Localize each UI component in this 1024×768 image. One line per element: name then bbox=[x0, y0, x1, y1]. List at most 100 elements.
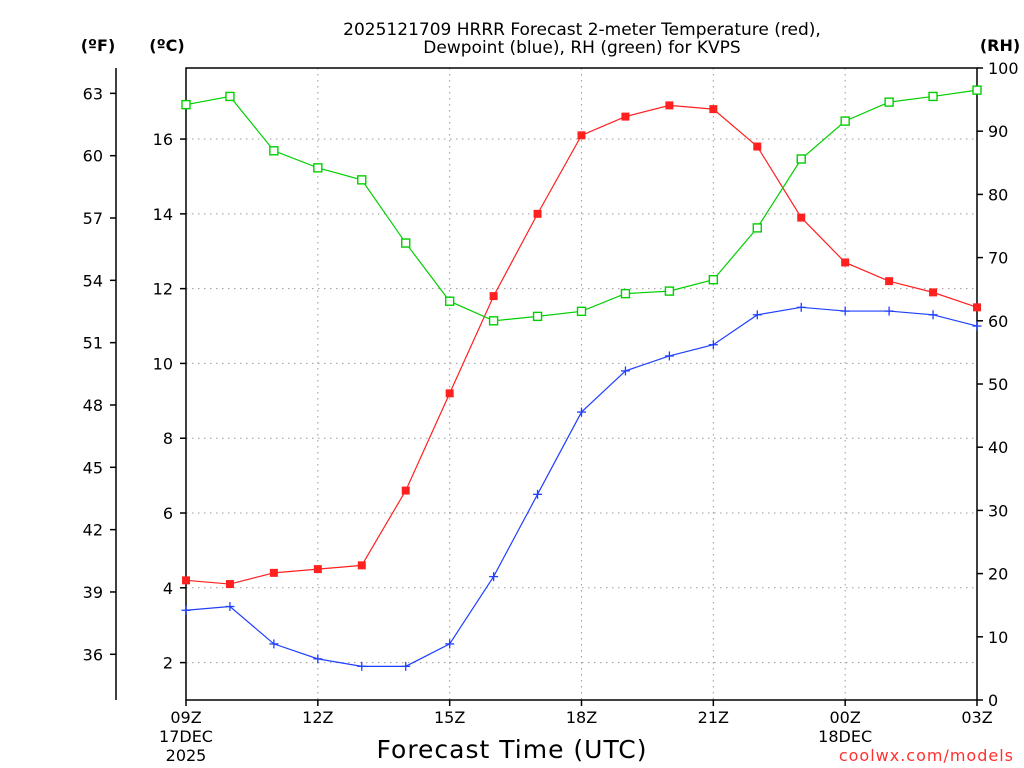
celsius-tick-label: 16 bbox=[153, 130, 173, 149]
chart-title-line-1: 2025121709 HRRR Forecast 2-meter Tempera… bbox=[343, 20, 821, 40]
dewpoint-point bbox=[445, 639, 455, 649]
x-tick-label: 00Z bbox=[830, 708, 861, 727]
fahrenheit-tick-label: 51 bbox=[83, 334, 103, 353]
rh-point bbox=[620, 288, 631, 299]
celsius-axis-unit: (ºC) bbox=[149, 36, 184, 55]
rh-point bbox=[972, 85, 982, 95]
dewpoint-point bbox=[620, 366, 630, 376]
fahrenheit-tick-label: 48 bbox=[83, 396, 103, 415]
temperature-point bbox=[929, 288, 938, 297]
dewpoint-point bbox=[313, 654, 323, 664]
dewpoint-point bbox=[269, 639, 279, 649]
x-axis-label: Forecast Time (UTC) bbox=[377, 735, 648, 764]
dewpoint-point bbox=[181, 605, 191, 615]
rh-axis-unit: (RH) bbox=[980, 36, 1020, 55]
x-tick-label: 09Z bbox=[170, 708, 201, 727]
series-layer bbox=[181, 85, 982, 671]
fahrenheit-tick-label: 57 bbox=[83, 209, 103, 228]
series-dewpoint bbox=[181, 302, 982, 671]
x-tick-label: 03Z bbox=[961, 708, 992, 727]
temperature-point bbox=[313, 565, 322, 574]
rh-tick-label: 20 bbox=[988, 565, 1008, 584]
temperature-point bbox=[225, 580, 234, 589]
x-tick-label: 12Z bbox=[302, 708, 333, 727]
temperature-point bbox=[533, 209, 542, 218]
temperature-point bbox=[797, 213, 806, 222]
temperature-point bbox=[182, 576, 190, 585]
rh-point bbox=[488, 316, 499, 326]
temperature-point bbox=[577, 131, 586, 140]
rh-tick-label: 80 bbox=[988, 185, 1008, 204]
celsius-tick-label: 6 bbox=[163, 504, 173, 523]
rh-point bbox=[532, 311, 543, 322]
series-2-meter-temperature bbox=[182, 101, 981, 589]
series-line bbox=[185, 89, 978, 322]
temperature-point bbox=[357, 561, 366, 570]
temperature-point bbox=[621, 112, 630, 121]
rh-point bbox=[357, 175, 367, 185]
celsius-tick-label: 14 bbox=[153, 205, 173, 224]
x-tick-label: 18Z bbox=[566, 708, 597, 727]
rh-point bbox=[313, 163, 323, 173]
dewpoint-point bbox=[533, 489, 543, 499]
rh-tick-label: 30 bbox=[988, 501, 1008, 520]
fahrenheit-tick-label: 39 bbox=[83, 583, 103, 602]
fahrenheit-tick-label: 54 bbox=[83, 271, 103, 290]
temperature-point bbox=[885, 277, 894, 286]
temperature-point bbox=[445, 389, 454, 398]
rh-tick-label: 100 bbox=[988, 59, 1019, 78]
temperature-point bbox=[401, 486, 410, 495]
x-tick-label: 21Z bbox=[698, 708, 729, 727]
temperature-point bbox=[753, 142, 762, 151]
dewpoint-point bbox=[577, 407, 586, 417]
rh-tick-label: 10 bbox=[988, 628, 1008, 647]
fahrenheit-tick-label: 45 bbox=[83, 458, 103, 477]
dewpoint-point bbox=[489, 572, 499, 582]
x-date-label: 18DEC bbox=[818, 727, 872, 746]
temperature-point bbox=[489, 292, 498, 301]
axes bbox=[110, 67, 983, 706]
dewpoint-point bbox=[708, 340, 718, 350]
fahrenheit-axis-unit: (ºF) bbox=[81, 36, 116, 55]
plot-frame bbox=[185, 67, 978, 701]
rh-tick-label: 50 bbox=[988, 375, 1008, 394]
temperature-point bbox=[269, 568, 278, 577]
celsius-tick-label: 4 bbox=[163, 579, 173, 598]
dewpoint-point bbox=[840, 306, 850, 316]
celsius-tick-label: 2 bbox=[163, 654, 173, 673]
celsius-tick-label: 12 bbox=[153, 280, 173, 299]
dewpoint-point bbox=[225, 602, 235, 612]
rh-point bbox=[401, 238, 411, 248]
rh-point bbox=[928, 91, 938, 102]
series-line bbox=[185, 306, 978, 667]
celsius-tick-label: 8 bbox=[163, 429, 173, 448]
temperature-point bbox=[665, 101, 674, 110]
dewpoint-point bbox=[972, 321, 982, 331]
series-rh bbox=[181, 85, 982, 326]
rh-point bbox=[181, 99, 191, 110]
rh-point bbox=[708, 275, 719, 285]
fahrenheit-tick-label: 42 bbox=[83, 521, 103, 540]
temperature-point bbox=[973, 303, 981, 312]
rh-point bbox=[444, 296, 455, 306]
source-credit: coolwx.com/models bbox=[839, 746, 1014, 765]
dewpoint-point bbox=[664, 351, 674, 361]
dewpoint-point bbox=[401, 661, 411, 671]
dewpoint-point bbox=[357, 661, 367, 671]
dewpoint-point bbox=[752, 310, 762, 320]
rh-point bbox=[752, 223, 762, 233]
fahrenheit-tick-label: 60 bbox=[83, 147, 103, 166]
dewpoint-point bbox=[928, 310, 938, 320]
x-year-label: 2025 bbox=[166, 746, 207, 765]
rh-point bbox=[269, 146, 279, 156]
rh-tick-label: 60 bbox=[988, 312, 1008, 331]
rh-tick-label: 0 bbox=[988, 691, 998, 710]
dewpoint-point bbox=[884, 306, 894, 316]
rh-tick-label: 90 bbox=[988, 122, 1008, 141]
rh-point bbox=[884, 97, 894, 107]
dewpoint-point bbox=[796, 302, 806, 312]
temperature-point bbox=[709, 105, 718, 114]
rh-point bbox=[576, 306, 587, 317]
